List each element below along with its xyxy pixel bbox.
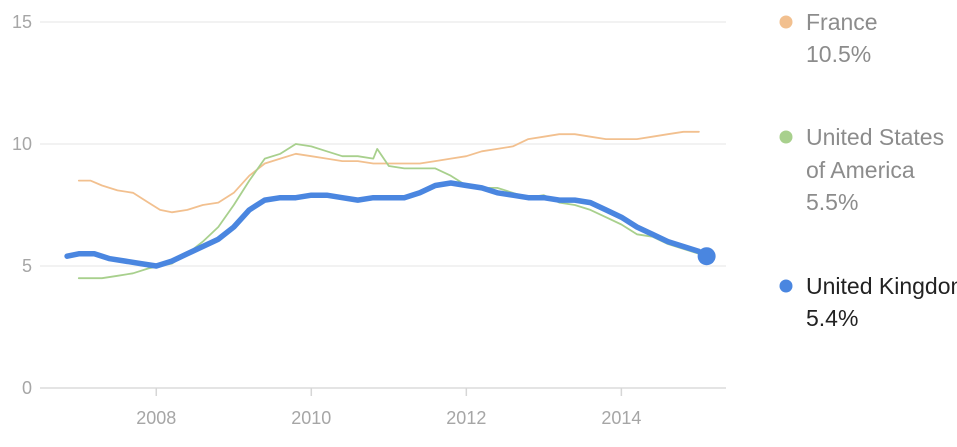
legend-marker <box>779 15 793 29</box>
legend-marker <box>779 130 793 144</box>
y-tick-label: 5 <box>22 256 32 276</box>
legend-value: 5.5% <box>806 189 858 215</box>
y-axis-ticks: 0 5 10 15 <box>12 12 32 398</box>
x-tick-label: 2012 <box>446 408 486 428</box>
y-tick-label: 0 <box>22 378 32 398</box>
legend-name: United States of America <box>806 124 944 183</box>
legend-value: 5.4% <box>806 305 858 331</box>
x-tick-label: 2014 <box>601 408 641 428</box>
y-tick-label: 15 <box>12 12 32 32</box>
series-line-0[interactable] <box>77 130 700 214</box>
legend-item[interactable]: United States of America 5.5% <box>779 124 945 215</box>
y-tick-label: 10 <box>12 134 32 154</box>
legend-value: 10.5% <box>806 41 871 67</box>
legend-name: France <box>806 9 878 35</box>
legend-marker <box>779 279 793 293</box>
legend-item[interactable]: United Kingdom 5.4% <box>779 273 957 331</box>
x-tick-label: 2010 <box>291 408 331 428</box>
x-axis-ticks: 2008 2010 2012 2014 <box>136 388 641 428</box>
series-end-point[interactable] <box>697 247 716 266</box>
x-tick-label: 2008 <box>136 408 176 428</box>
series-lines <box>64 130 716 280</box>
legend-item[interactable]: France 10.5% <box>779 9 878 67</box>
series-line-2[interactable] <box>64 180 710 269</box>
gridlines <box>40 21 726 389</box>
legend-name: United Kingdom <box>806 273 957 299</box>
